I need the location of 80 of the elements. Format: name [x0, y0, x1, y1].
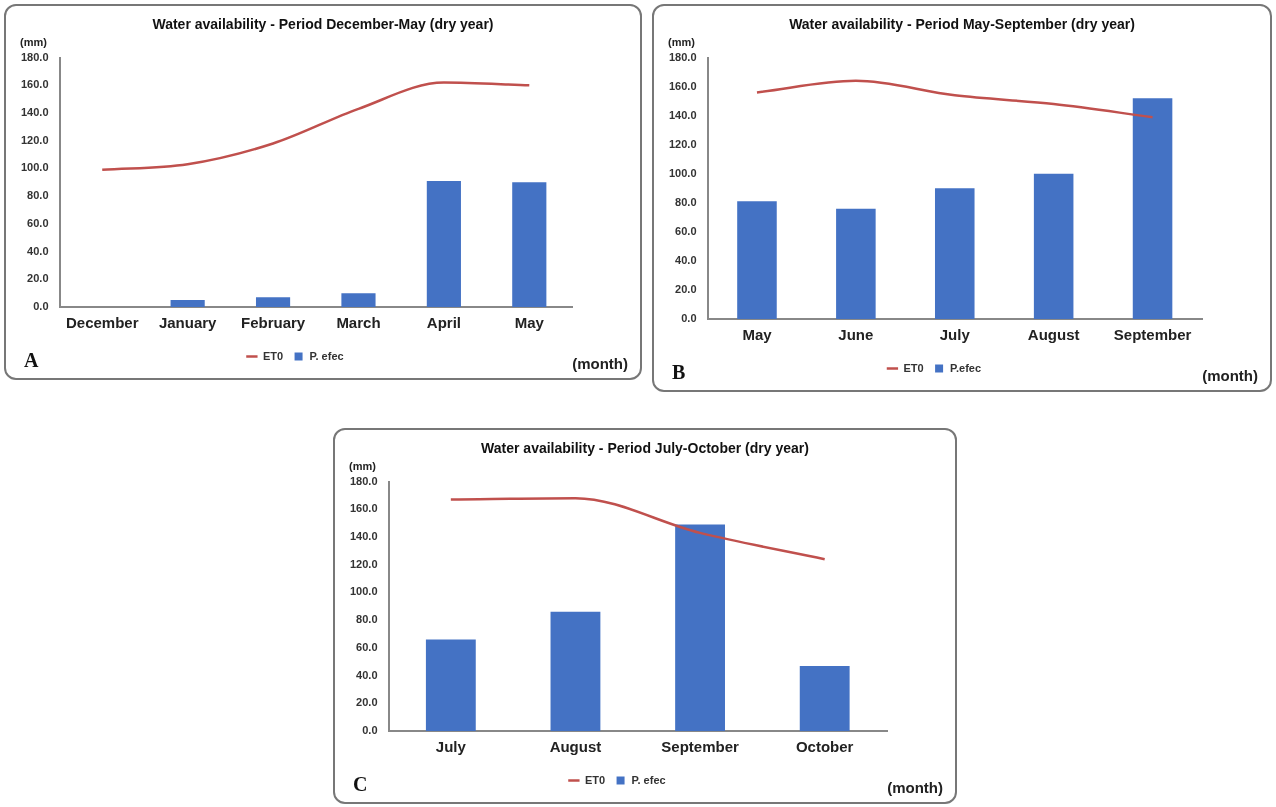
bar — [799, 665, 850, 731]
y-tick-label: 20.0 — [27, 272, 49, 285]
x-tick-label: April — [426, 314, 461, 332]
x-tick-label: July — [435, 738, 467, 756]
bar — [836, 208, 876, 319]
legend-label: ET0 — [584, 773, 606, 786]
chart-title: Water availability - Period December-May (dry year) — [151, 16, 495, 32]
y-tick-label: 100.0 — [350, 585, 378, 598]
x-tick-label: August — [549, 738, 602, 756]
x-axis-title: (month) — [887, 779, 943, 796]
y-tick-label: 140.0 — [669, 108, 697, 121]
y-tick-label: 160.0 — [350, 502, 378, 515]
y-tick-label: 140.0 — [350, 530, 378, 543]
bar — [255, 297, 291, 307]
y-tick-label: 20.0 — [675, 282, 697, 295]
y-tick-label: 160.0 — [669, 79, 697, 92]
y-tick-label: 180.0 — [669, 50, 697, 63]
line-series — [755, 79, 1154, 119]
y-tick-label: 0.0 — [362, 724, 378, 737]
x-tick-label: January — [158, 314, 218, 332]
y-axis-title: (mm) — [349, 460, 376, 472]
x-tick-label: May — [742, 326, 773, 344]
y-tick-label: 120.0 — [21, 133, 49, 146]
y-tick-label: 0.0 — [681, 312, 697, 325]
y-tick-label: 60.0 — [356, 640, 378, 653]
text: A — [24, 349, 39, 372]
chart-title: Water availability - Period May-September (dry year) — [788, 16, 1136, 32]
legend-label: ET0 — [262, 349, 284, 362]
legend-label: ET0 — [903, 361, 924, 374]
x-tick-label: December — [65, 314, 139, 332]
legend-label: P. efec — [631, 773, 666, 786]
x-tick-label: September — [661, 738, 739, 756]
y-tick-label: 180.0 — [21, 50, 49, 63]
x-tick-label: May — [514, 314, 545, 332]
bar — [425, 639, 476, 731]
y-axis-title: (mm) — [20, 36, 47, 48]
x-tick-label: March — [336, 314, 381, 332]
y-tick-label: 40.0 — [356, 668, 378, 681]
y-tick-label: 40.0 — [675, 253, 697, 266]
y-tick-label: 160.0 — [21, 78, 49, 91]
bar — [550, 611, 601, 731]
y-tick-label: 20.0 — [356, 696, 378, 709]
y-tick-label: 60.0 — [675, 224, 697, 237]
bar — [426, 180, 461, 307]
y-tick-label: 0.0 — [33, 300, 49, 313]
bar — [675, 524, 725, 731]
y-tick-label: 80.0 — [675, 195, 697, 208]
x-axis-title: (month) — [572, 355, 628, 372]
y-tick-label: 100.0 — [21, 161, 49, 174]
y-axis-title: (mm) — [668, 36, 695, 48]
text: B — [672, 361, 686, 384]
bar — [170, 300, 205, 307]
y-tick-label: 140.0 — [21, 106, 49, 119]
line-series — [100, 81, 531, 172]
bar — [1132, 98, 1173, 319]
y-tick-label: 100.0 — [669, 166, 697, 179]
y-tick-label: 120.0 — [669, 137, 697, 150]
x-tick-label: October — [795, 738, 854, 756]
x-tick-label: February — [240, 314, 306, 332]
line-series — [449, 496, 826, 561]
bar — [737, 201, 777, 319]
legend-label: P. efec — [309, 349, 344, 362]
bar — [1033, 173, 1074, 319]
y-tick-label: 40.0 — [27, 244, 49, 257]
y-tick-label: 60.0 — [27, 216, 49, 229]
y-tick-label: 80.0 — [356, 613, 378, 626]
x-tick-label: September — [1113, 326, 1192, 344]
y-tick-label: 120.0 — [350, 557, 378, 570]
x-tick-label: August — [1027, 326, 1080, 344]
bar — [341, 293, 376, 307]
legend-label: P.efec — [950, 361, 982, 374]
y-tick-label: 80.0 — [27, 189, 49, 202]
x-tick-label: June — [838, 326, 874, 344]
text: C — [353, 773, 368, 796]
chart-title: Water availability - Period July-October (dry year) — [480, 440, 810, 456]
bar — [512, 182, 547, 307]
x-axis-title: (month) — [1202, 367, 1258, 384]
y-tick-label: 180.0 — [350, 474, 378, 487]
x-tick-label: July — [939, 326, 971, 344]
bar — [934, 188, 975, 319]
